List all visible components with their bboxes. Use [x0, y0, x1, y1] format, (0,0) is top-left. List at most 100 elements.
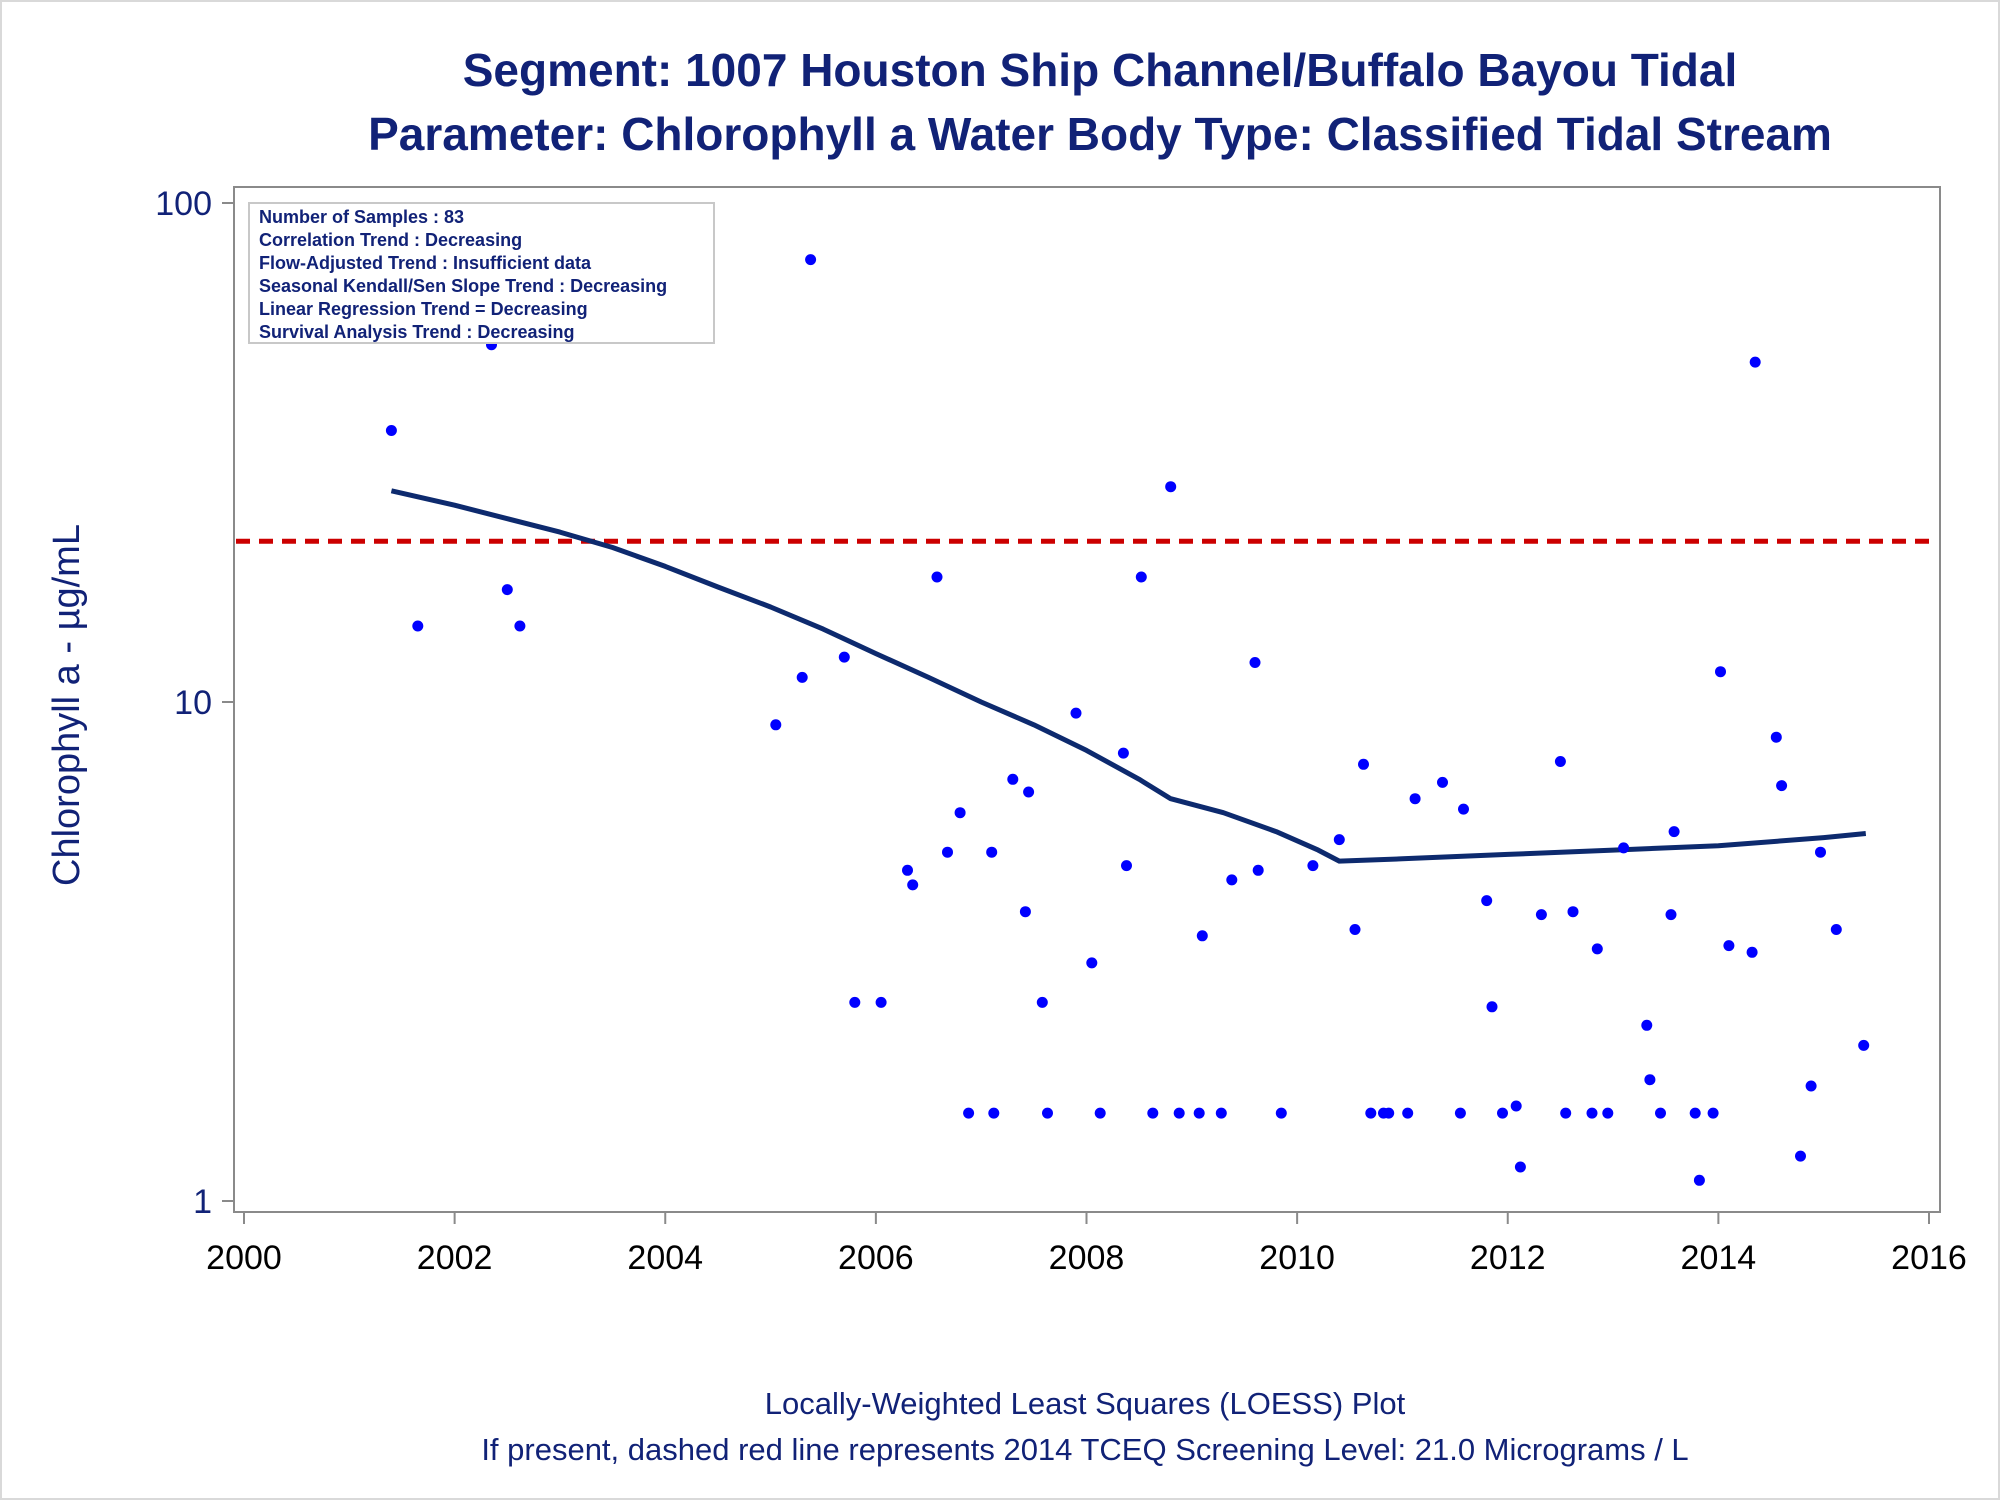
- data-point: [1746, 946, 1758, 958]
- data-point: [1644, 1074, 1656, 1086]
- stats-box-border: [248, 202, 715, 344]
- data-point: [907, 879, 919, 891]
- data-point: [1121, 860, 1132, 872]
- data-point: [1514, 1161, 1526, 1173]
- data-point: [1402, 1107, 1414, 1119]
- y-tick-label: 1: [193, 1183, 212, 1221]
- data-point: [770, 719, 782, 731]
- data-point: [1458, 803, 1469, 815]
- data-point: [385, 425, 397, 436]
- data-point: [1815, 846, 1826, 858]
- data-point: [1795, 1150, 1806, 1162]
- data-point: [986, 846, 998, 858]
- data-point: [1641, 1019, 1653, 1031]
- x-tick-label: 2002: [417, 1239, 493, 1277]
- data-point: [1086, 957, 1098, 969]
- data-point: [1173, 1107, 1185, 1119]
- data-point: [1365, 1107, 1377, 1119]
- x-tick-label: 2004: [627, 1239, 703, 1277]
- data-point: [1226, 874, 1238, 886]
- data-point: [963, 1107, 975, 1119]
- data-point: [1560, 1107, 1572, 1119]
- data-point: [1196, 930, 1208, 942]
- data-point: [1117, 747, 1129, 759]
- data-point: [875, 996, 887, 1008]
- data-point: [1707, 1107, 1719, 1119]
- stats-line-survival-analysis: Survival Analysis Trend : Decreasing: [259, 322, 574, 342]
- data-point: [1689, 1107, 1701, 1119]
- data-point: [954, 807, 966, 819]
- data-point: [1481, 895, 1493, 907]
- data-point: [1409, 793, 1421, 805]
- stats-line-seasonal-kendall: Seasonal Kendall/Sen Slope Trend : Decre…: [259, 276, 667, 296]
- data-point: [501, 584, 513, 596]
- footnote-loess: Locally-Weighted Least Squares (LOESS) P…: [765, 1386, 1406, 1421]
- data-point: [1567, 906, 1579, 918]
- data-point: [1358, 758, 1369, 770]
- stats-line-correlation: Correlation Trend : Decreasing: [259, 230, 522, 250]
- data-point: [902, 864, 913, 876]
- data-point: [412, 620, 424, 632]
- data-point: [1019, 906, 1031, 918]
- data-point: [805, 254, 817, 266]
- data-point: [1591, 943, 1603, 955]
- data-point: [1147, 1107, 1159, 1119]
- data-point: [1665, 909, 1677, 921]
- data-point: [1215, 1107, 1227, 1119]
- data-point: [1749, 356, 1761, 368]
- data-point: [1070, 707, 1082, 719]
- stats-line-linear-regression: Linear Regression Trend = Decreasing: [259, 299, 588, 319]
- chart-title-line2: Parameter: Chlorophyll a Water Body Type…: [368, 108, 1832, 160]
- data-point: [1023, 786, 1035, 798]
- data-point: [1723, 940, 1735, 952]
- data-point: [1715, 666, 1726, 678]
- y-tick-label: 10: [174, 684, 212, 722]
- stats-line-samples: Number of Samples : 83: [259, 207, 464, 227]
- data-point: [1454, 1107, 1466, 1119]
- data-point: [1618, 842, 1630, 854]
- data-point: [1437, 776, 1448, 788]
- x-tick-label: 2016: [1891, 1239, 1967, 1277]
- data-point: [1349, 924, 1361, 935]
- data-point: [1165, 481, 1177, 493]
- data-point: [514, 620, 526, 632]
- data-point: [1036, 996, 1048, 1008]
- data-point: [1307, 860, 1319, 872]
- data-point: [1830, 924, 1842, 935]
- data-point: [1094, 1107, 1106, 1119]
- data-point: [1535, 909, 1547, 921]
- data-point: [1486, 1001, 1498, 1013]
- data-point: [1275, 1107, 1287, 1119]
- data-point: [1007, 773, 1019, 785]
- x-tick-label: 2000: [206, 1239, 282, 1277]
- stats-line-flow-adjusted: Flow-Adjusted Trend : Insufficient data: [259, 253, 592, 273]
- data-point: [1135, 571, 1147, 583]
- stats-box: Number of Samples : 83 Correlation Trend…: [248, 202, 715, 344]
- plot-area: 2000 2002 2004 2006 2008 2010 2012 2014 2016 1 10 1…: [155, 185, 1967, 1277]
- data-point: [1249, 657, 1261, 668]
- x-tick-label: 2014: [1681, 1239, 1757, 1277]
- loess-curve: [390, 488, 1867, 864]
- x-tick-label: 2010: [1259, 1239, 1335, 1277]
- data-point: [1776, 780, 1788, 792]
- y-tick-label: 100: [155, 185, 212, 223]
- data-point: [1770, 731, 1782, 743]
- data-point: [1554, 756, 1566, 767]
- data-point: [838, 651, 850, 663]
- data-point: [1586, 1107, 1598, 1119]
- data-point: [1497, 1107, 1508, 1119]
- footnote-screening-level: If present, dashed red line represents 2…: [481, 1432, 1688, 1467]
- data-point: [942, 846, 953, 858]
- x-tick-label: 2006: [838, 1239, 914, 1277]
- data-point: [988, 1107, 1000, 1119]
- data-point: [1383, 1107, 1395, 1119]
- data-point: [931, 571, 943, 583]
- chart-title-line1: Segment: 1007 Houston Ship Channel/Buffa…: [463, 44, 1738, 96]
- data-point: [1693, 1174, 1705, 1186]
- data-point: [1668, 826, 1680, 838]
- data-point: [1252, 864, 1264, 876]
- data-point: [1333, 834, 1345, 846]
- data-point: [1510, 1100, 1522, 1112]
